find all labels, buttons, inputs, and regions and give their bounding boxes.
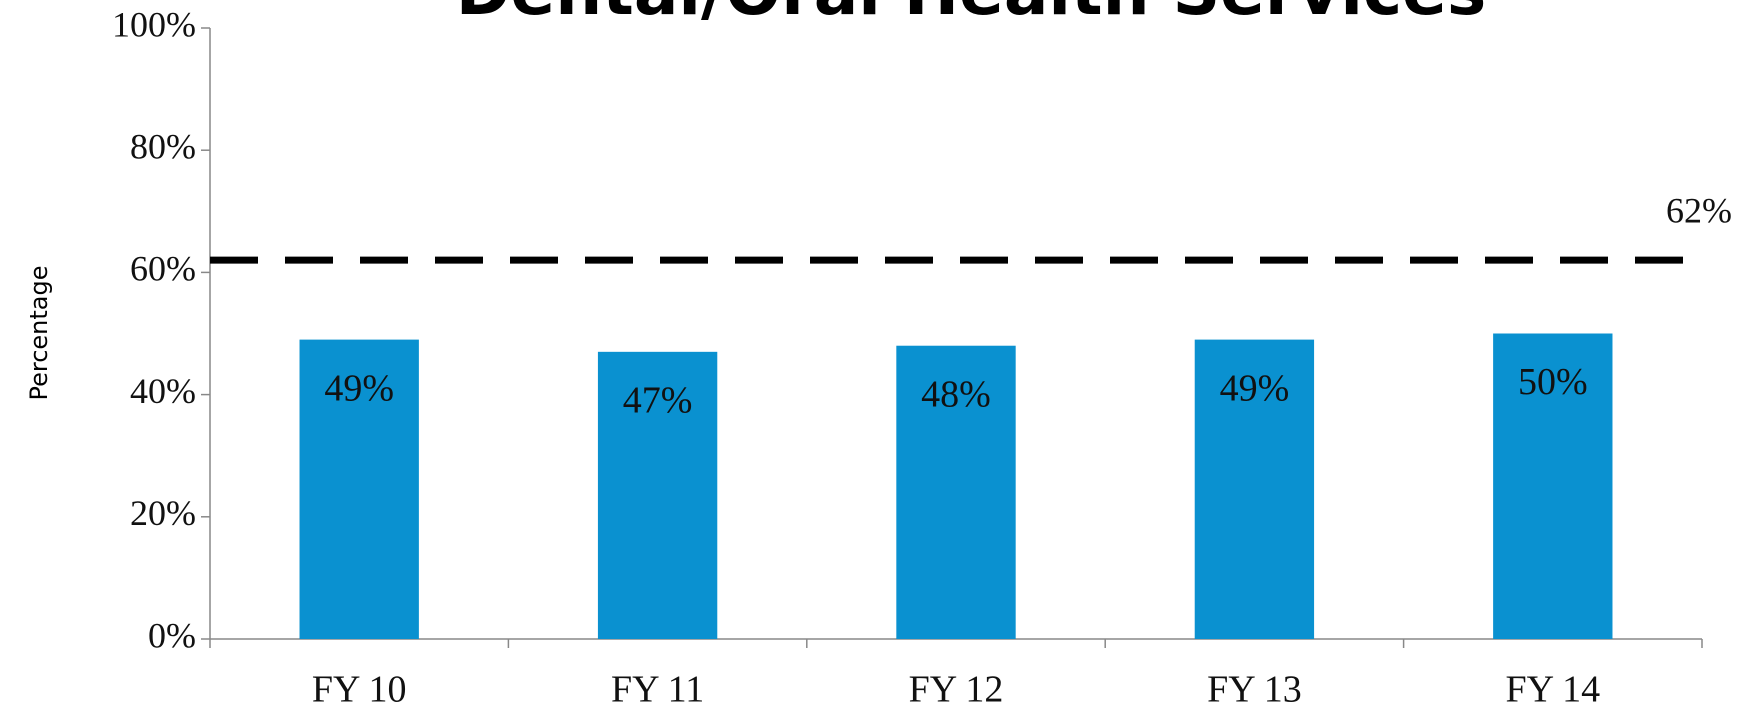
y-tick-label: 80% — [130, 126, 196, 166]
bar — [1493, 333, 1613, 639]
reference-label: 62% — [1666, 190, 1732, 230]
data-label: 49% — [1220, 367, 1290, 409]
y-tick-label: 0% — [148, 615, 196, 655]
y-tick-label: 40% — [130, 371, 196, 411]
x-tick-label: FY 10 — [312, 669, 407, 711]
data-label: 49% — [324, 367, 394, 409]
bar — [896, 345, 1016, 639]
chart-title: Dental/Oral Health Services — [456, 0, 1486, 30]
data-label: 47% — [623, 380, 693, 422]
x-tick-label: FY 12 — [909, 669, 1004, 711]
bar — [299, 339, 419, 639]
y-tick-label: 100% — [112, 4, 196, 44]
data-label: 48% — [921, 373, 991, 415]
data-label: 50% — [1518, 361, 1588, 403]
x-tick-label: FY 13 — [1207, 669, 1302, 711]
y-tick-label: 60% — [130, 249, 196, 289]
x-tick-label: FY 14 — [1505, 669, 1600, 711]
y-tick-label: 20% — [130, 493, 196, 533]
bar — [597, 351, 718, 639]
x-tick-label: FY 11 — [611, 669, 704, 711]
y-axis-label: Percentage — [25, 265, 53, 400]
bar — [1194, 339, 1315, 639]
